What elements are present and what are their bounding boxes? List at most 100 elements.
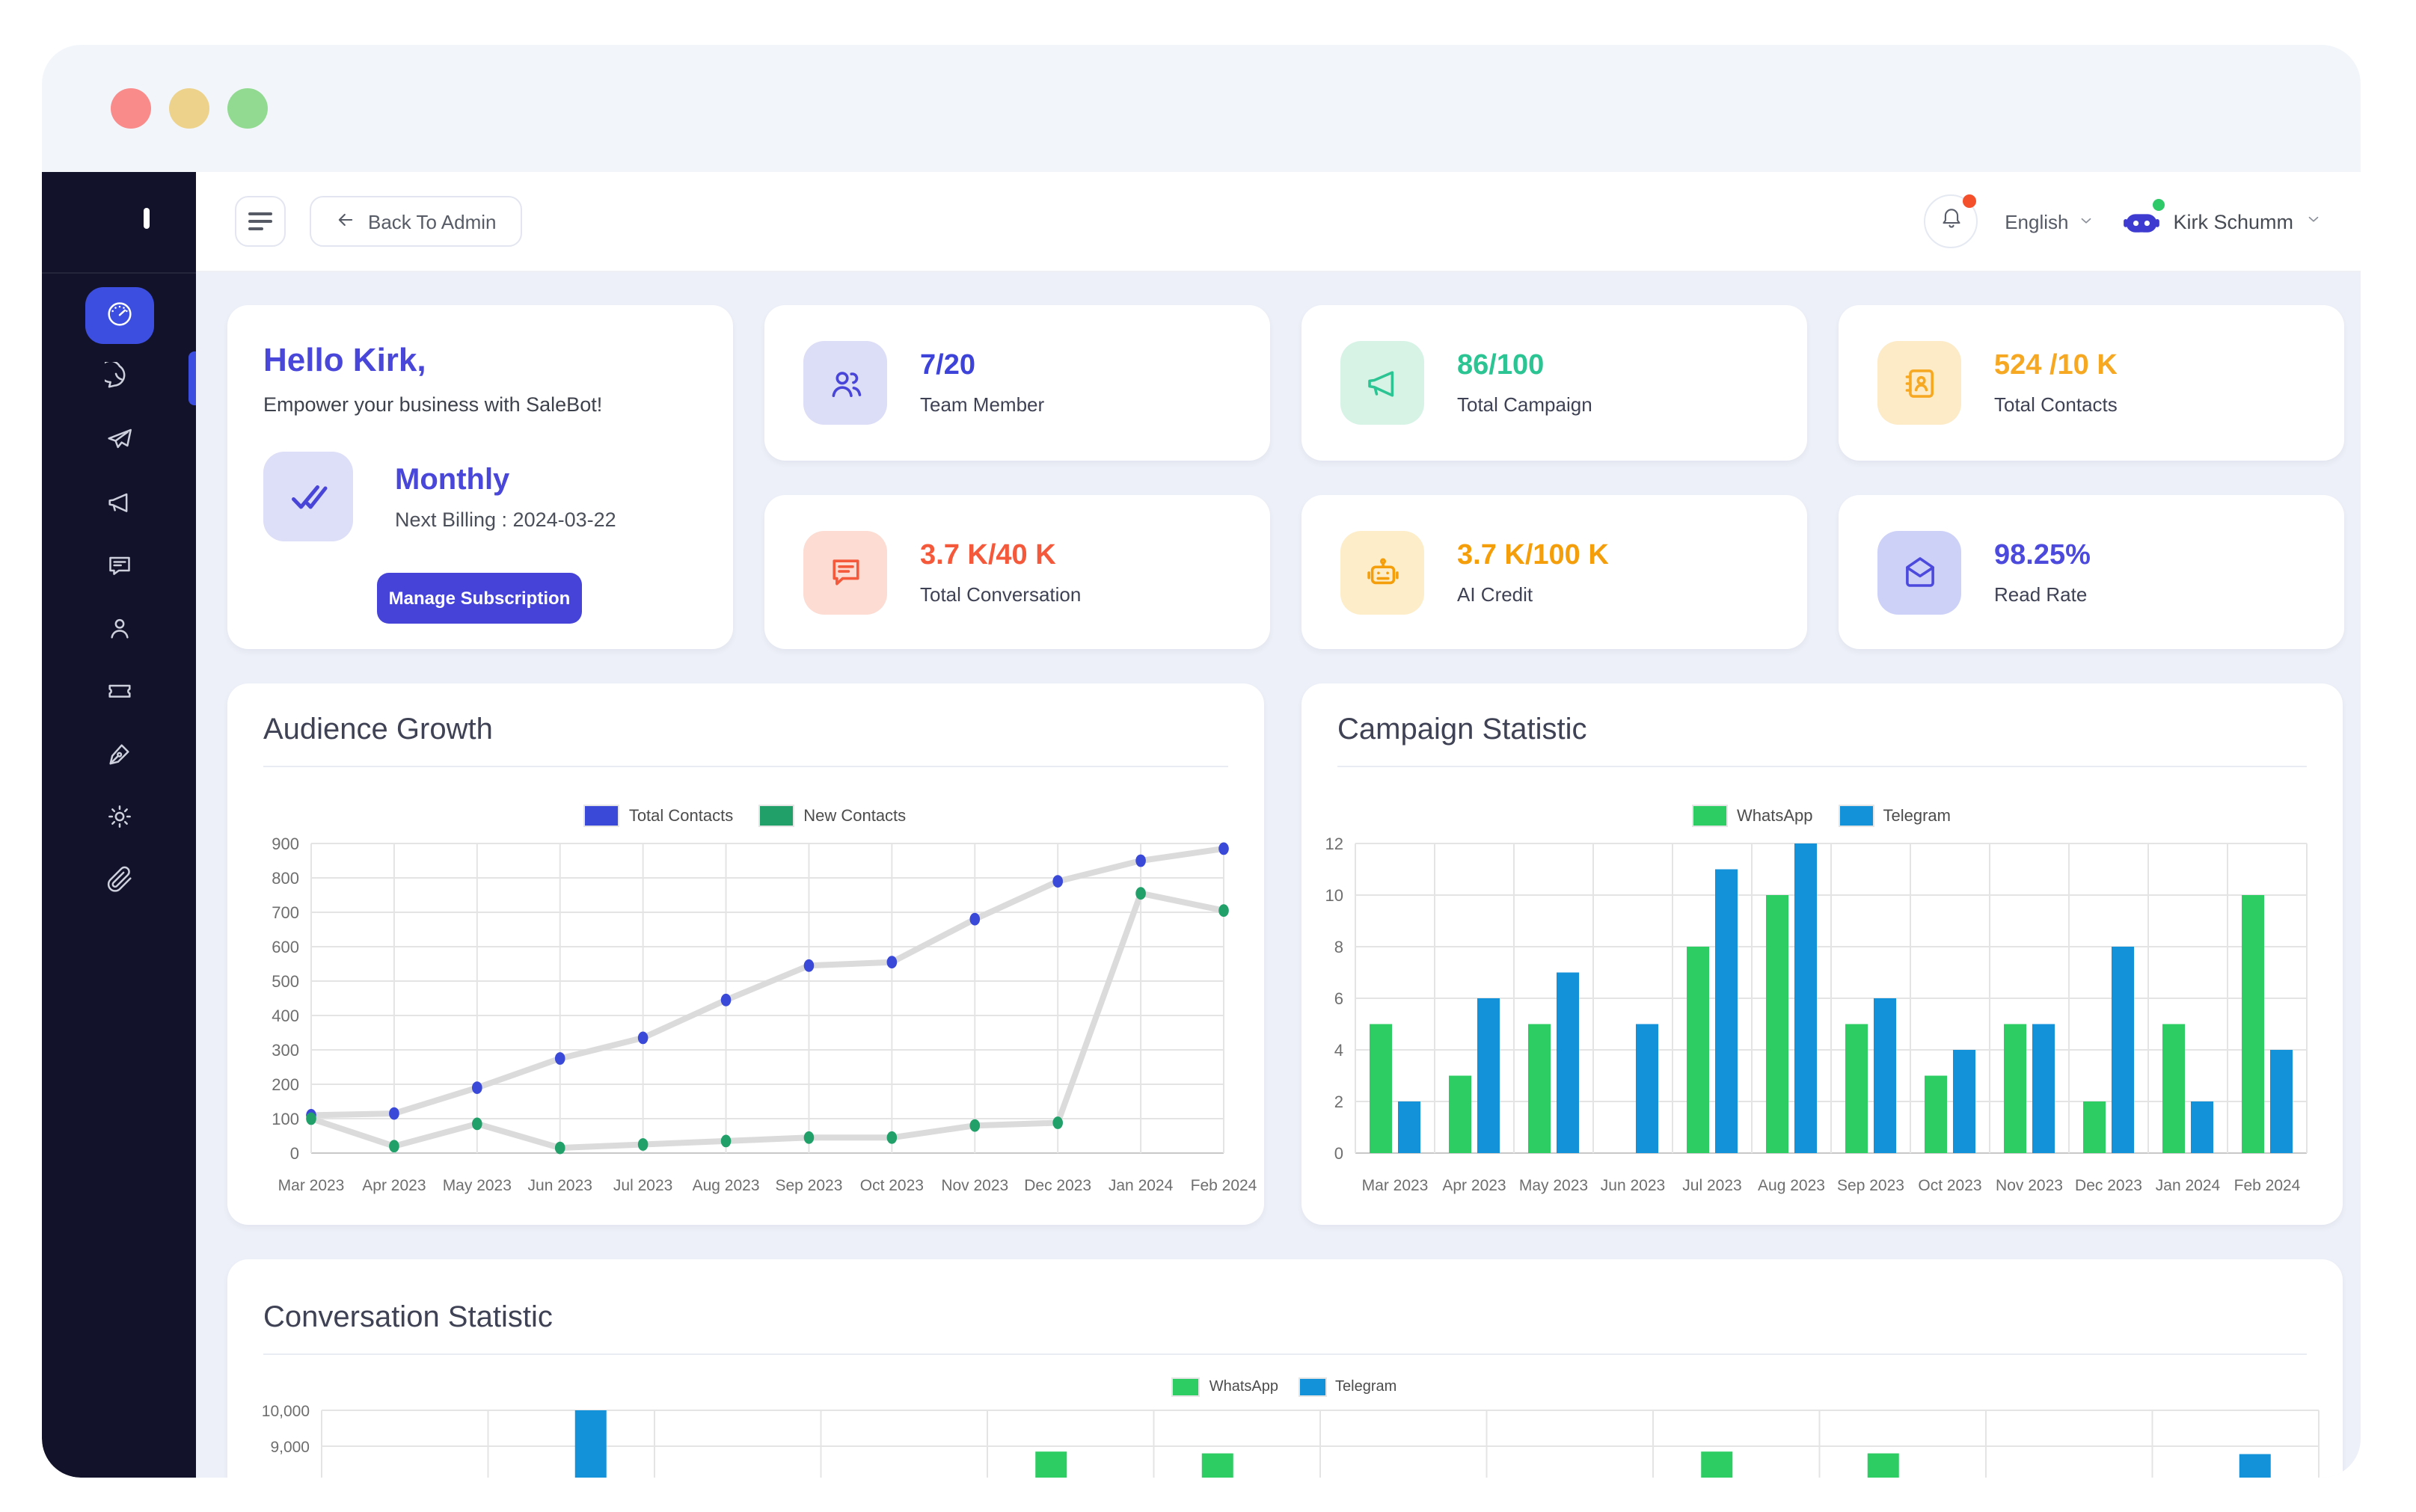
megaphone-icon [1340, 341, 1424, 425]
svg-text:Mar 2023: Mar 2023 [278, 1177, 345, 1194]
robot-icon [1340, 530, 1424, 614]
svg-text:Jun 2023: Jun 2023 [1601, 1177, 1665, 1194]
arrow-left-icon [335, 209, 356, 234]
hamburger-icon [248, 212, 272, 230]
svg-text:Apr 2023: Apr 2023 [1442, 1177, 1506, 1194]
window-titlebar [42, 45, 2361, 172]
ticket-icon [104, 675, 134, 710]
person-icon [104, 612, 134, 647]
sidebar-item-contacts[interactable] [42, 598, 196, 661]
traffic-light-zoom[interactable] [227, 88, 268, 129]
stat-value: 98.25% [1994, 539, 2091, 571]
svg-text:Nov 2023: Nov 2023 [1996, 1177, 2063, 1194]
svg-text:Aug 2023: Aug 2023 [1758, 1177, 1825, 1194]
back-to-admin-button[interactable]: Back To Admin [310, 196, 522, 247]
stat-label: Total Contacts [1994, 393, 2118, 416]
double-check-icon [263, 452, 353, 541]
svg-text:Jun 2023: Jun 2023 [528, 1177, 592, 1194]
megaphone-icon [104, 487, 134, 521]
svg-text:Mar 2023: Mar 2023 [1362, 1177, 1429, 1194]
chevron-down-icon [2077, 210, 2094, 233]
user-name: Kirk Schumm [2173, 210, 2293, 233]
chat-bubble-icon [803, 530, 887, 614]
user-menu[interactable]: Kirk Schumm [2121, 198, 2322, 242]
legend-item: WhatsApp [1173, 1379, 1278, 1395]
sidebar-item-campaigns[interactable] [42, 473, 196, 535]
svg-text:800: 800 [272, 869, 299, 888]
manage-subscription-button[interactable]: Manage Subscription [377, 573, 582, 624]
dashboard-content: Hello Kirk, Empower your business with S… [196, 272, 2361, 1478]
svg-text:200: 200 [272, 1075, 299, 1094]
traffic-light-minimize[interactable] [169, 88, 209, 129]
svg-text:Dec 2023: Dec 2023 [1024, 1177, 1091, 1194]
users-icon [803, 341, 887, 425]
svg-text:Jul 2023: Jul 2023 [613, 1177, 672, 1194]
svg-text:400: 400 [272, 1007, 299, 1025]
chart-title: Campaign Statistic [1337, 713, 1587, 746]
svg-text:Apr 2023: Apr 2023 [362, 1177, 426, 1194]
svg-text:4: 4 [1334, 1041, 1343, 1060]
notification-badge [1963, 194, 1977, 208]
audience-growth-legend: Total Contacts New Contacts [227, 806, 1264, 826]
paper-plane-icon [104, 424, 134, 458]
svg-text:Sep 2023: Sep 2023 [775, 1177, 842, 1194]
language-selector[interactable]: English [2005, 210, 2094, 233]
stat-card-read-rate: 98.25% Read Rate [1839, 495, 2344, 649]
svg-text:10,000: 10,000 [262, 1403, 310, 1420]
stat-card-total-contacts: 524 /10 K Total Contacts [1839, 305, 2344, 461]
legend-item: Total Contacts [585, 806, 733, 826]
stat-label: Total Conversation [920, 583, 1082, 605]
gear-icon [104, 801, 134, 835]
sidebar-item-dashboard[interactable] [42, 284, 196, 347]
campaign-statistic-card: Campaign Statistic WhatsApp Telegram 0 2 4 6… [1301, 683, 2343, 1225]
contact-book-icon [1877, 341, 1961, 425]
pen-nib-icon [104, 738, 134, 772]
header: Back To Admin English [196, 172, 2361, 272]
sidebar-item-telegram[interactable] [42, 410, 196, 473]
sidebar-item-attachments[interactable] [42, 849, 196, 912]
legend-item: Telegram [1299, 1379, 1396, 1395]
legend-item: WhatsApp [1693, 806, 1813, 826]
greeting: Hello Kirk, [263, 341, 426, 378]
conversation-statistic-card: Conversation Statistic WhatsApp Telegram … [227, 1259, 2343, 1478]
svg-text:0: 0 [1334, 1144, 1343, 1163]
campaign-statistic-chart: 0 2 4 6 8 10 12 Mar 2023 Apr 2023 May 2023 Jun 202… [1301, 832, 2343, 1208]
stat-value: 524 /10 K [1994, 350, 2118, 381]
notifications-button[interactable] [1924, 194, 1978, 248]
stat-value: 7/20 [920, 350, 975, 381]
svg-text:Feb 2024: Feb 2024 [1191, 1177, 1257, 1194]
online-status-dot [2152, 198, 2165, 210]
sidebar-item-bot-builder[interactable] [42, 724, 196, 787]
svg-text:12: 12 [1325, 835, 1343, 853]
svg-text:May 2023: May 2023 [1519, 1177, 1588, 1194]
logo-mark [144, 208, 150, 229]
stat-value: 3.7 K/40 K [920, 539, 1056, 571]
traffic-light-close[interactable] [111, 88, 151, 129]
svg-text:8: 8 [1334, 938, 1343, 956]
sidebar-item-whatsapp[interactable] [42, 347, 196, 410]
bell-icon [1938, 205, 1963, 238]
stat-label: AI Credit [1457, 583, 1533, 605]
language-label: English [2005, 210, 2069, 233]
sidebar-item-subscription[interactable] [42, 661, 196, 724]
svg-text:Feb 2024: Feb 2024 [2234, 1177, 2301, 1194]
legend-item: New Contacts [760, 806, 906, 826]
svg-text:Dec 2023: Dec 2023 [2075, 1177, 2142, 1194]
sidebar-item-settings[interactable] [42, 787, 196, 849]
stat-label: Team Member [920, 393, 1045, 416]
menu-toggle-button[interactable] [235, 196, 286, 247]
svg-text:2: 2 [1334, 1092, 1343, 1111]
svg-text:500: 500 [272, 972, 299, 991]
stat-card-ai-credit: 3.7 K/100 K AI Credit [1301, 495, 1807, 649]
audience-growth-chart: 0 100 200 300 400 500 600 700 800 900 Mar 2023 Apr … [227, 832, 1264, 1208]
svg-text:Aug 2023: Aug 2023 [693, 1177, 760, 1194]
svg-text:0: 0 [290, 1144, 299, 1163]
app-window: Back To Admin English [42, 45, 2361, 1478]
svg-text:300: 300 [272, 1041, 299, 1060]
campaign-statistic-legend: WhatsApp Telegram [1301, 806, 2343, 826]
sidebar-item-conversations[interactable] [42, 535, 196, 598]
envelope-open-icon [1877, 530, 1961, 614]
active-page-indicator [188, 351, 196, 405]
svg-text:Jan 2024: Jan 2024 [2156, 1177, 2221, 1194]
